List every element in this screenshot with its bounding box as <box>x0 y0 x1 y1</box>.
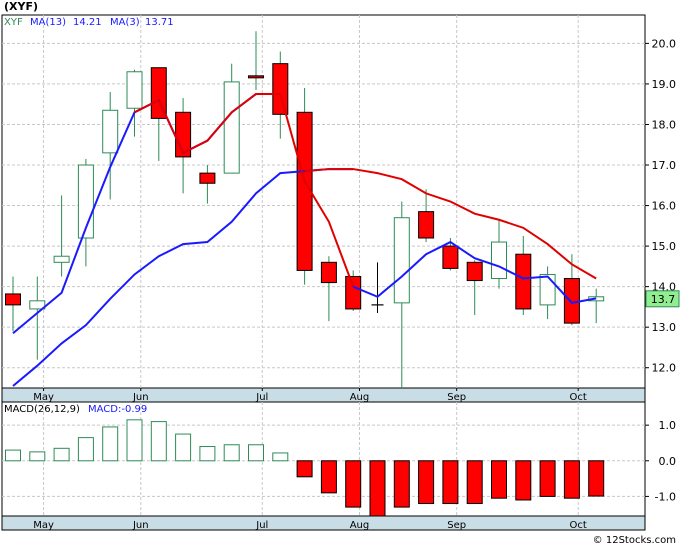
candle-body-up <box>223 81 240 174</box>
candle-body-down <box>5 293 21 306</box>
macd-bar-negative <box>539 460 556 497</box>
candle-body-down <box>345 276 362 310</box>
candle-body-down <box>272 63 289 115</box>
macd-bar-positive <box>223 444 240 462</box>
macd-bar-negative <box>369 460 386 517</box>
macd-bar-negative <box>588 460 605 497</box>
candle-body-up <box>393 217 410 304</box>
candle-body-up <box>491 241 507 280</box>
price-y-tick-label: 15.0 <box>652 240 677 253</box>
macd-bar-negative <box>563 460 580 499</box>
macd-y-tick-label: -1.0 <box>655 490 676 503</box>
watermark: © 12Stocks.com <box>593 535 676 546</box>
macd-bar-negative <box>515 460 532 501</box>
moving-average-line <box>304 168 597 280</box>
macd-month-label: Jul <box>255 520 268 531</box>
price-month-label: Jul <box>255 392 268 403</box>
macd-bar-negative <box>491 460 507 499</box>
price-month-label: May <box>33 392 54 403</box>
candle-body-up <box>53 255 70 263</box>
candle-body-down <box>296 111 313 271</box>
legend-ma13-label: MA(13) <box>30 17 66 28</box>
macd-bar-positive <box>175 433 192 462</box>
macd-date-axis <box>1 515 646 531</box>
macd-bar-negative <box>345 460 362 508</box>
price-y-tick-label: 18.0 <box>652 118 677 131</box>
candle-body-down <box>150 67 167 119</box>
macd-title: MACD(26,12,9) <box>4 404 80 415</box>
macd-bar-positive <box>150 421 167 462</box>
candle-body-down <box>248 75 264 79</box>
macd-month-label: May <box>33 520 54 531</box>
last-price-badge <box>645 290 680 308</box>
candle-body-down <box>515 253 532 310</box>
price-month-label: Oct <box>570 392 587 403</box>
macd-bar-positive <box>53 447 70 462</box>
candle-body-down <box>199 172 216 184</box>
macd-bar-positive <box>102 426 119 462</box>
price-y-tick-label: 16.0 <box>652 200 677 213</box>
legend-ma13-value: 14.21 <box>73 17 102 28</box>
macd-bar-negative <box>296 460 313 478</box>
price-month-label: Jun <box>132 392 149 403</box>
legend-symbol: XYF <box>4 17 23 28</box>
moving-average-line <box>12 168 354 387</box>
macd-bar-positive <box>5 449 21 462</box>
macd-bar-negative <box>466 460 483 505</box>
macd-bar-negative <box>442 460 459 505</box>
candle-body-down <box>320 261 337 284</box>
last-price-value: 13.7 <box>651 293 676 306</box>
macd-bar-positive <box>29 451 46 462</box>
macd-y-tick-label: 0.0 <box>659 455 677 468</box>
chart-title: (XYF) <box>4 0 38 13</box>
macd-month-label: Jun <box>132 520 149 531</box>
macd-month-label: Aug <box>350 520 370 531</box>
price-date-axis <box>1 387 646 403</box>
price-y-tick-label: 12.0 <box>652 362 677 375</box>
macd-bar-positive <box>248 444 264 462</box>
price-y-tick-label: 19.0 <box>652 78 677 91</box>
macd-bar-positive <box>272 452 289 462</box>
macd-bar-positive <box>126 419 143 462</box>
macd-bar-negative <box>320 460 337 494</box>
price-y-tick-label: 17.0 <box>652 159 677 172</box>
moving-average-line <box>352 240 597 304</box>
candle-body-up <box>126 71 143 109</box>
price-panel: May Jun Jul Aug Sep Oct12.013.014.015.016.017… <box>1 14 680 403</box>
candle-body-down <box>466 261 483 282</box>
price-month-label: Sep <box>447 392 466 403</box>
macd-bar-positive <box>77 437 94 462</box>
price-y-tick-label: 20.0 <box>652 37 677 50</box>
candle-body-up <box>29 300 46 310</box>
candle-body-up <box>539 273 556 306</box>
macd-bar-negative <box>393 460 410 508</box>
price-y-tick-label: 13.0 <box>652 321 677 334</box>
candle-body-down <box>442 245 459 269</box>
macd-bar-positive <box>199 446 216 462</box>
legend-ma3-label: MA(3) <box>110 17 140 28</box>
macd-y-tick-label: 1.0 <box>659 419 677 432</box>
legend-ma3-value: 13.71 <box>145 17 174 28</box>
price-month-label: Aug <box>350 392 370 403</box>
candle-body-up <box>102 109 119 154</box>
macd-month-label: Oct <box>570 520 587 531</box>
moving-average-line <box>134 93 355 287</box>
macd-bar-negative <box>418 460 435 505</box>
candle-body-down <box>418 211 435 239</box>
macd-panel: May Jun Jul Aug Sep Oct 1.0 0.0 -1.0 <box>1 401 677 531</box>
macd-value-label: MACD:-0.99 <box>88 404 147 415</box>
candle-body-down <box>563 278 580 324</box>
macd-month-label: Sep <box>447 520 466 531</box>
